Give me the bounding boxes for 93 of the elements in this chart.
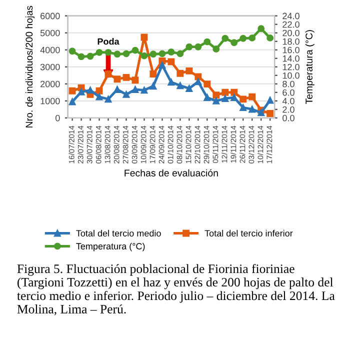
legend-label: Total del tercio inferior — [204, 230, 293, 237]
x-axis-title: Fechas de evaluación — [124, 169, 218, 176]
point — [176, 70, 184, 77]
point — [168, 48, 175, 56]
point — [230, 94, 238, 101]
point — [122, 74, 130, 81]
y-axis-title: Nro. de individuos/200 hojas — [25, 6, 35, 128]
point — [212, 97, 220, 104]
point — [114, 86, 121, 93]
y2-tick-label: 18.0 — [282, 38, 300, 45]
y-tick-label: 1000 — [40, 98, 60, 104]
point — [140, 86, 148, 94]
point — [158, 50, 166, 58]
point — [158, 62, 166, 69]
y-tick-label: 6000 — [40, 12, 60, 20]
point — [68, 87, 76, 94]
point — [194, 73, 202, 80]
point — [150, 70, 157, 78]
y2-tick-label: 8.0 — [282, 80, 294, 88]
y-tick-label: 5000 — [40, 30, 60, 36]
y-tick-label: 2000 — [40, 80, 60, 88]
point — [132, 86, 139, 93]
point — [122, 90, 130, 98]
y-tick-label: 0 — [55, 114, 60, 122]
point — [248, 106, 256, 113]
point — [186, 67, 193, 74]
y2-tick-label: 10.0 — [282, 72, 300, 79]
y2-tick-label: 16.0 — [282, 46, 300, 54]
point — [194, 43, 202, 50]
y2-axis-title: Temperatura (°C) — [305, 30, 314, 104]
y2-tick-label: 14.0 — [282, 55, 300, 62]
point — [194, 78, 202, 86]
point — [104, 70, 112, 78]
point — [176, 50, 184, 58]
point — [222, 88, 229, 96]
point — [204, 94, 211, 101]
point — [86, 86, 94, 94]
y2-tick-label: 22.0 — [282, 21, 300, 28]
point — [258, 109, 265, 116]
point — [258, 25, 265, 32]
point — [266, 34, 274, 42]
y2-tick-label: 4.0 — [282, 98, 294, 104]
point — [186, 43, 193, 50]
point — [104, 96, 112, 103]
text: Figura 5. Fluctuación poblacional de Fiorinia fioriniae (Targioni Tozzetti) en el haz y envés de 200 hojas de palto del tercio medio e inferior. Periodo julio – diciembre del 2014. La Molina, Lima – Perú. — [17, 264, 335, 316]
point — [114, 76, 121, 83]
point — [140, 52, 148, 60]
point — [204, 80, 211, 88]
point — [104, 48, 112, 56]
y2-tick-label: 24.0 — [282, 12, 300, 20]
y2-tick-label: 12.0 — [282, 64, 300, 70]
y-tick-label: 4000 — [40, 46, 60, 54]
y2-tick-label: 6.0 — [282, 89, 294, 96]
annotation: Poda — [98, 38, 120, 45]
point — [68, 98, 76, 106]
legend-label: Temperatura (°C) — [76, 242, 145, 252]
point — [168, 78, 175, 86]
point — [248, 93, 256, 100]
point — [132, 76, 139, 84]
point — [86, 52, 94, 60]
point — [96, 48, 103, 56]
legend-label: Total del tercio medio — [76, 230, 161, 237]
point — [168, 58, 175, 66]
point — [114, 50, 121, 58]
y2-tick-label: 2.0 — [282, 106, 294, 113]
point — [96, 87, 103, 94]
point — [204, 38, 211, 46]
point — [176, 82, 184, 90]
point — [266, 110, 274, 117]
point — [212, 92, 220, 99]
point — [222, 95, 229, 102]
point — [248, 34, 256, 42]
point — [240, 96, 247, 103]
point — [122, 50, 130, 58]
y2-tick-label: 0.0 — [282, 114, 294, 122]
point — [212, 46, 220, 52]
y2-tick-label: 20.0 — [282, 30, 300, 36]
point — [266, 96, 274, 104]
point — [68, 48, 76, 55]
y-tick-label: 3000 — [40, 64, 60, 70]
point — [96, 93, 103, 100]
point — [132, 46, 139, 54]
point — [230, 39, 238, 46]
point — [150, 50, 157, 58]
point — [222, 34, 229, 42]
point — [230, 88, 238, 96]
point — [140, 34, 148, 41]
point — [78, 53, 85, 60]
point — [186, 85, 193, 92]
point — [240, 104, 247, 112]
point — [240, 34, 247, 42]
point — [150, 82, 157, 90]
point — [78, 88, 85, 96]
